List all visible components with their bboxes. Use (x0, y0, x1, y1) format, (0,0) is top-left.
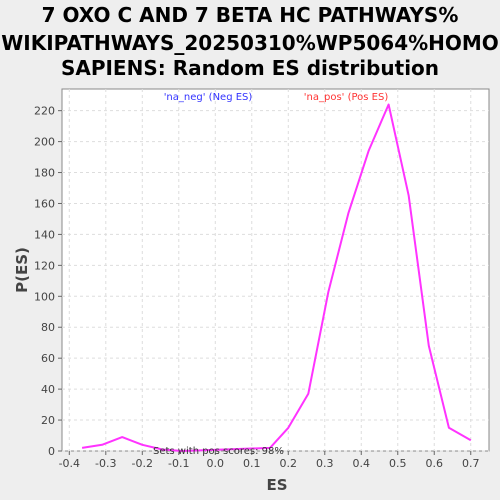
pos-score-annotation: Sets with pos scores: 98% (153, 446, 284, 457)
legend-pos: 'na_pos' (Pos ES) (304, 92, 389, 103)
chart-title-line-3: SAPIENS: Random ES distribution (61, 56, 439, 80)
y-tick-label: 180 (34, 167, 55, 180)
y-tick-label: 120 (34, 259, 55, 272)
x-tick-label: -0.4 (59, 457, 80, 470)
y-tick-label: 140 (34, 228, 55, 241)
axes: -0.4 -0.3 -0.2 -0.1 0.0 0.1 0.2 0.3 0.4 0.5 0.6 0.7… (34, 105, 480, 470)
x-tick-label: 0.0 (207, 457, 225, 470)
y-tick-label: 0 (48, 445, 55, 458)
es-distribution-line (81, 103, 472, 452)
y-axis-title: P(ES) (13, 247, 31, 293)
x-tick-label: -0.2 (132, 457, 153, 470)
chart-title-line-1: 7 OXO C AND 7 BETA HC PATHWAYS% (42, 3, 459, 27)
series-layer (81, 103, 472, 452)
x-axis-title: ES (266, 476, 287, 494)
x-tick-label: 0.3 (316, 457, 334, 470)
y-tick-label: 40 (41, 383, 55, 396)
x-tick-label: 0.2 (280, 457, 298, 470)
x-tick-label: 0.1 (243, 457, 261, 470)
y-tick-label: 160 (34, 197, 55, 210)
x-tick-label: 0.4 (353, 457, 371, 470)
x-tick-label: 0.5 (389, 457, 407, 470)
plot-area (61, 88, 490, 452)
legend-neg: 'na_neg' (Neg ES) (164, 92, 253, 103)
y-tick-label: 60 (41, 352, 55, 365)
y-tick-label: 20 (41, 414, 55, 427)
x-tick-label: 0.7 (462, 457, 480, 470)
x-tick-label: -0.1 (168, 457, 189, 470)
y-tick-label: 100 (34, 290, 55, 303)
chart-title-line-2: WIKIPATHWAYS_20250310%WP5064%HOMO (1, 31, 499, 55)
grid (62, 89, 489, 452)
y-tick-label: 220 (34, 105, 55, 118)
x-tick-label: 0.6 (426, 457, 444, 470)
y-tick-label: 80 (41, 321, 55, 334)
y-tick-label: 200 (34, 136, 55, 149)
x-tick-label: -0.3 (95, 457, 116, 470)
